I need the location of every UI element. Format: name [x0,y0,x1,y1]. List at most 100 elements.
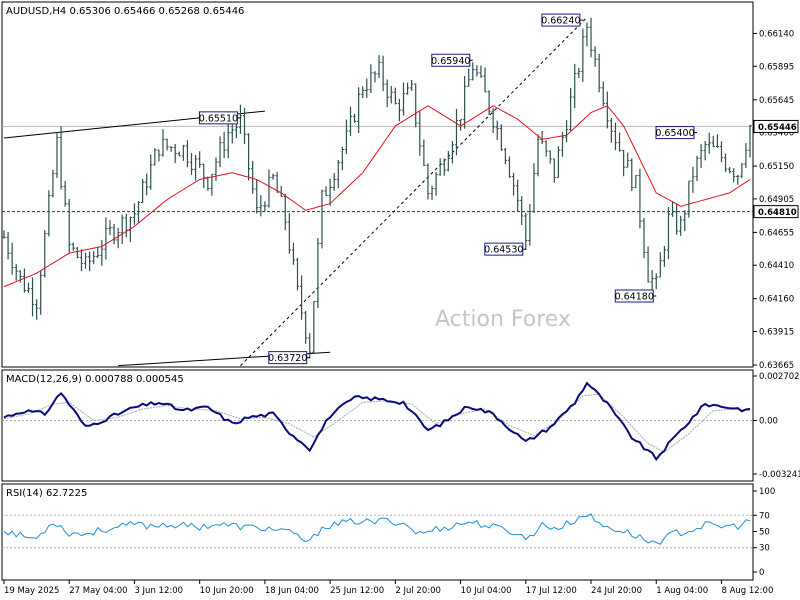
price-callout-box [268,351,308,365]
ohlc-bar [18,270,22,283]
ohlc-bar [381,55,385,92]
ohlc-bar [589,17,593,58]
ohlc-bar [136,200,141,224]
ohlc-bar [503,147,508,165]
ohlc-bar [617,132,622,152]
ohlc-bar [511,172,516,196]
ohlc-bar [573,63,577,109]
ohlc-bar [446,150,450,172]
price-callout-label: 0.64180 [615,292,654,303]
x-tick-label: 1 Aug 04:00 [656,586,708,596]
x-tick-label: 18 Jun 04:00 [265,586,319,596]
x-tick-label: 25 Jun 12:00 [330,586,384,596]
price-callout: 0.65510 [199,111,241,125]
price-layer: 0.65510 0.63720 0.65940 0.64530 0.66240 0.641… [2,13,753,367]
ohlc-bar [116,227,120,249]
ohlc-bar [642,217,646,259]
price-y-tick-label: 0.65895 [759,62,794,72]
ohlc-bar [169,146,173,152]
ohlc-bar [536,134,540,177]
current-price-tag-label: 0.65446 [758,123,797,133]
ohlc-bar [181,144,185,161]
macd-y-tick-label: 0.00 [759,417,778,427]
price-y-tick-label: 0.64160 [759,295,794,305]
ohlc-bar [593,46,597,67]
ohlc-bar [552,158,556,183]
ohlc-bar [51,169,55,198]
price-callout-box [614,289,654,303]
ohlc-bar [218,136,222,168]
rsi-y-tick-label: 30 [759,544,770,554]
ohlc-bar [6,231,10,260]
ohlc-bar [316,238,320,309]
ohlc-bar [112,223,116,245]
ohlc-bar [332,173,336,191]
ohlc-bar [634,174,638,189]
ohlc-bar [528,204,532,246]
ohlc-bar [715,134,719,148]
ohlc-bar [246,133,251,181]
ohlc-bar [214,157,218,181]
moving-average-line [3,105,751,288]
ohlc-bar [675,203,679,235]
ohlc-bar [22,268,26,293]
ohlc-bar [638,168,642,229]
ohlc-bar [585,22,589,47]
ohlc-bar [491,108,495,134]
ohlc-bar [30,277,35,317]
price-callout-label: 0.65510 [199,113,238,124]
level-price-tag-label: 0.64810 [758,208,797,218]
price-y-tick-label: 0.64905 [759,195,794,205]
ohlc-bar [740,163,744,179]
ohlc-bar [357,87,361,134]
ohlc-bar [267,169,271,208]
ohlc-bar [185,140,190,168]
price-callout: 0.63720 [268,351,310,365]
ohlc-bar [471,62,475,81]
price-callout-label: 0.65400 [655,128,694,139]
ohlc-bar [581,28,585,82]
price-y-tick-label: 0.63665 [759,361,794,371]
ohlc-bar [157,149,161,162]
price-y-tick-label: 0.65400 [759,129,794,139]
ohlc-bar [287,213,291,254]
x-tick-label: 24 Jul 20:00 [591,586,642,596]
ohlc-bar [495,120,499,140]
ohlc-bar [26,282,31,293]
price-y-tick-label: 0.64655 [759,228,794,238]
ohlc-bar [79,249,84,272]
ohlc-bar [189,153,194,175]
x-tick-label: 8 Aug 12:00 [721,586,773,596]
current-price-tag-box [753,119,799,133]
ohlc-bar [149,154,153,190]
ohlc-bar [35,299,39,320]
x-tick-label: 10 Jun 20:00 [200,586,254,596]
ohlc-bar [507,156,512,178]
rsi-line [3,513,751,545]
ohlc-bar [450,141,455,164]
ohlc-bar [597,53,601,93]
price-callout-label: 0.64530 [484,245,523,256]
rsi-y-tick-label: 50 [759,528,770,538]
ohlc-bar [177,151,181,157]
ohlc-bar [263,201,267,212]
ohlc-bar [251,160,255,194]
ohlc-bar [744,143,748,169]
ohlc-bar [499,124,503,151]
ohlc-bar [414,83,418,128]
x-tick-label: 27 May 04:00 [69,586,127,596]
ohlc-bar [259,195,263,217]
ohlc-bar [695,155,699,181]
price-y-tick-label: 0.66140 [759,29,794,39]
ohlc-bar [165,138,169,151]
rsi-y-tick-label: 0 [759,568,764,578]
ohlc-bar [173,144,177,164]
ohlc-bar [626,152,630,168]
ohlc-bar [458,119,463,131]
ohlc-bar [83,252,88,269]
ohlc-bar [748,124,752,158]
ohlc-bar [132,203,137,225]
macd-panel-frame [1,369,754,482]
ohlc-bar [691,166,695,193]
